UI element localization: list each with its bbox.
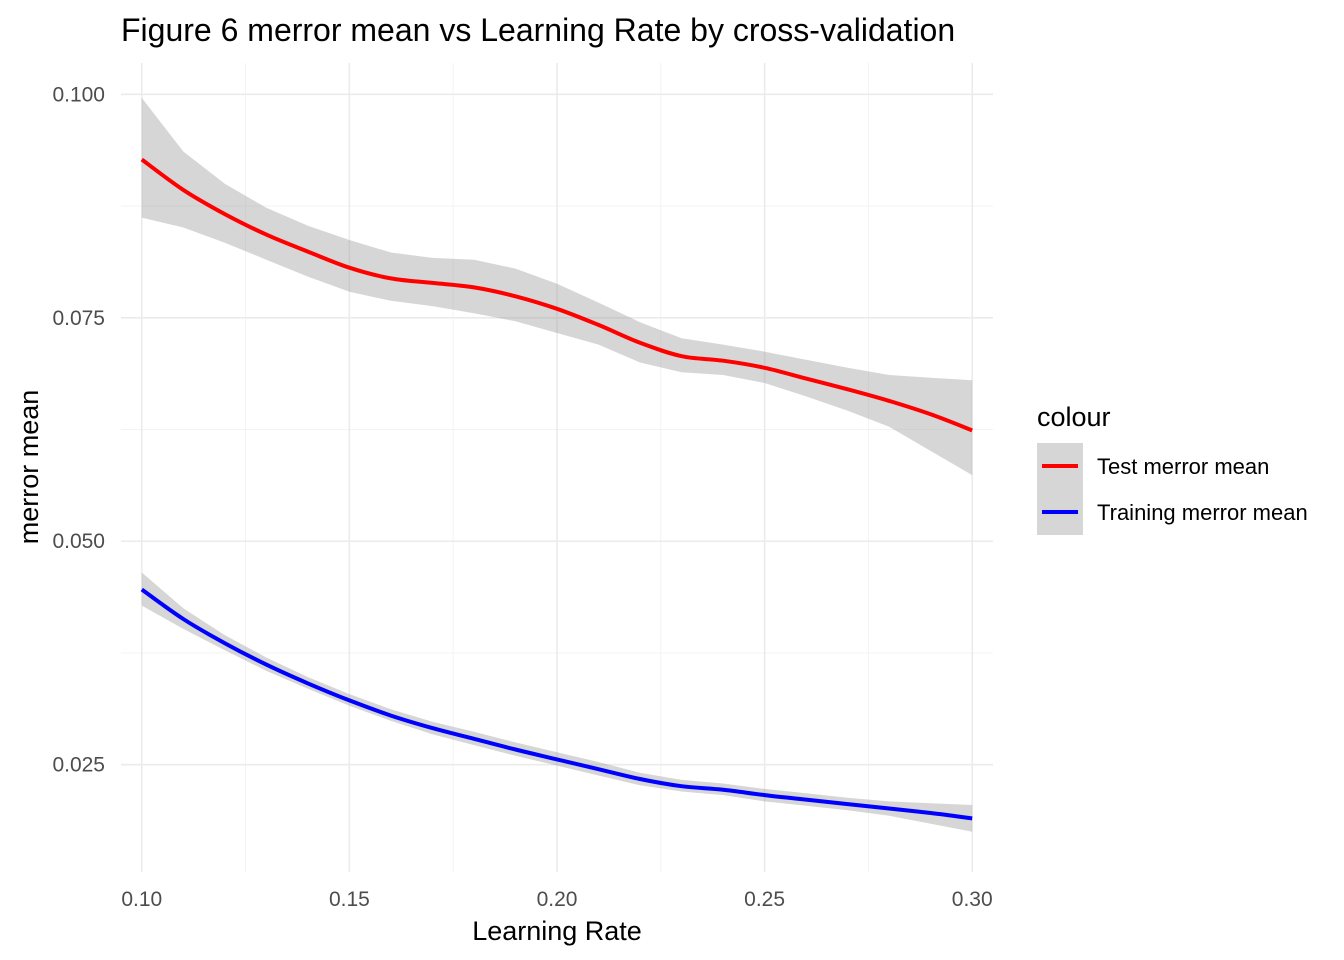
series-line [140, 157, 973, 433]
confidence-band [141, 572, 973, 832]
x-tick-label: 0.10 [121, 888, 162, 911]
y-tick-label: 0.025 [52, 754, 105, 777]
legend-label: Training merror mean [1097, 500, 1308, 525]
legend-label: Test merror mean [1097, 454, 1269, 479]
legend: colour Test merror mean Training merror m… [1037, 402, 1308, 535]
y-tick-label: 0.075 [52, 307, 105, 330]
series-line [140, 587, 973, 821]
legend-title: colour [1037, 402, 1111, 432]
x-axis-title: Learning Rate [472, 916, 642, 946]
confidence-band [141, 97, 973, 476]
x-tick-label: 0.25 [744, 888, 785, 911]
plot-area: 0.10 0.15 0.20 0.25 0.30 0.025 0.050 0.075 0.100 [52, 63, 993, 911]
y-axis-title: merror mean [14, 390, 44, 545]
y-tick-label: 0.050 [52, 530, 105, 553]
y-tick-label: 0.100 [52, 83, 105, 106]
x-tick-label: 0.15 [329, 888, 370, 911]
x-tick-label: 0.30 [952, 888, 993, 911]
x-tick-label: 0.20 [537, 888, 578, 911]
chart-title: Figure 6 merror mean vs Learning Rate by… [121, 12, 955, 48]
